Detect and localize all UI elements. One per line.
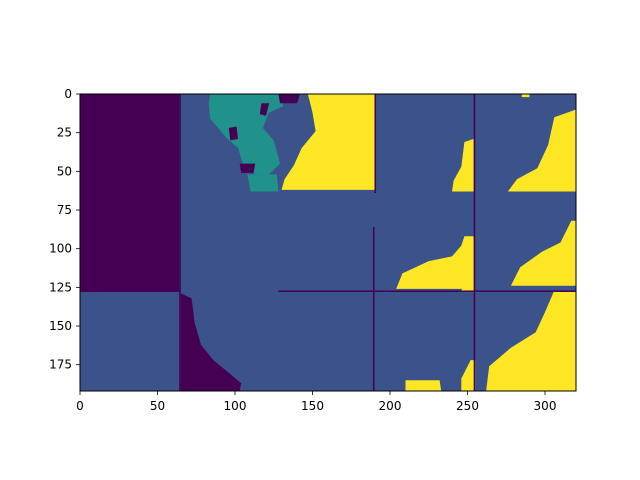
- heatmap-region-class-3: [424, 278, 439, 288]
- heatmap-region-class-0: [278, 290, 576, 292]
- y-tick-label: 125: [49, 280, 72, 294]
- heatmap-region-class-3: [461, 284, 474, 292]
- x-tick-label: 250: [456, 399, 479, 413]
- x-tick-label: 300: [534, 399, 557, 413]
- heatmap-region-class-0: [239, 163, 256, 173]
- heatmap-region-class-0: [179, 94, 181, 391]
- y-tick-label: 0: [64, 87, 72, 101]
- heatmap-region-class-0: [278, 94, 301, 104]
- y-tick-label: 150: [49, 319, 72, 333]
- heatmap-region-class-0: [228, 126, 239, 141]
- heatmap-region-class-0: [259, 103, 270, 116]
- heatmap-region-class-0: [80, 94, 180, 292]
- heatmap-region-class-2: [247, 174, 279, 192]
- heatmap-region-class-0: [372, 227, 375, 391]
- y-tick-label: 50: [57, 164, 72, 178]
- x-tick-label: 200: [379, 399, 402, 413]
- heatmap-region-class-3: [452, 138, 474, 192]
- x-tick-label: 50: [150, 399, 165, 413]
- heatmap-region-class-3: [507, 109, 576, 192]
- x-tick-label: 0: [76, 399, 84, 413]
- heatmap-region-class-3: [521, 94, 530, 98]
- x-tick-label: 100: [224, 399, 247, 413]
- heatmap-region-class-3: [510, 220, 576, 286]
- heatmap-region-class-3: [396, 236, 474, 289]
- heatmap-region-class-3: [281, 94, 375, 190]
- plot-frame: [79, 93, 577, 392]
- heatmap-region-class-3: [405, 380, 442, 391]
- heatmap-region-class-3: [461, 360, 476, 391]
- y-axis: 0 25 50 75 100 125 150 175: [49, 87, 80, 372]
- heatmap-cells: [80, 94, 576, 391]
- heatmap-region-class-0: [180, 293, 242, 391]
- x-axis: 0 50 100 150 200 250 300: [76, 391, 556, 413]
- y-tick-label: 75: [57, 203, 72, 217]
- heatmap-region-class-0: [473, 94, 476, 391]
- x-tick-label: 150: [301, 399, 324, 413]
- heatmap-region-class-0: [374, 94, 377, 193]
- y-tick-label: 175: [49, 358, 72, 372]
- heatmap-region-class-3: [486, 290, 576, 391]
- y-tick-label: 100: [49, 242, 72, 256]
- y-tick-label: 25: [57, 126, 72, 140]
